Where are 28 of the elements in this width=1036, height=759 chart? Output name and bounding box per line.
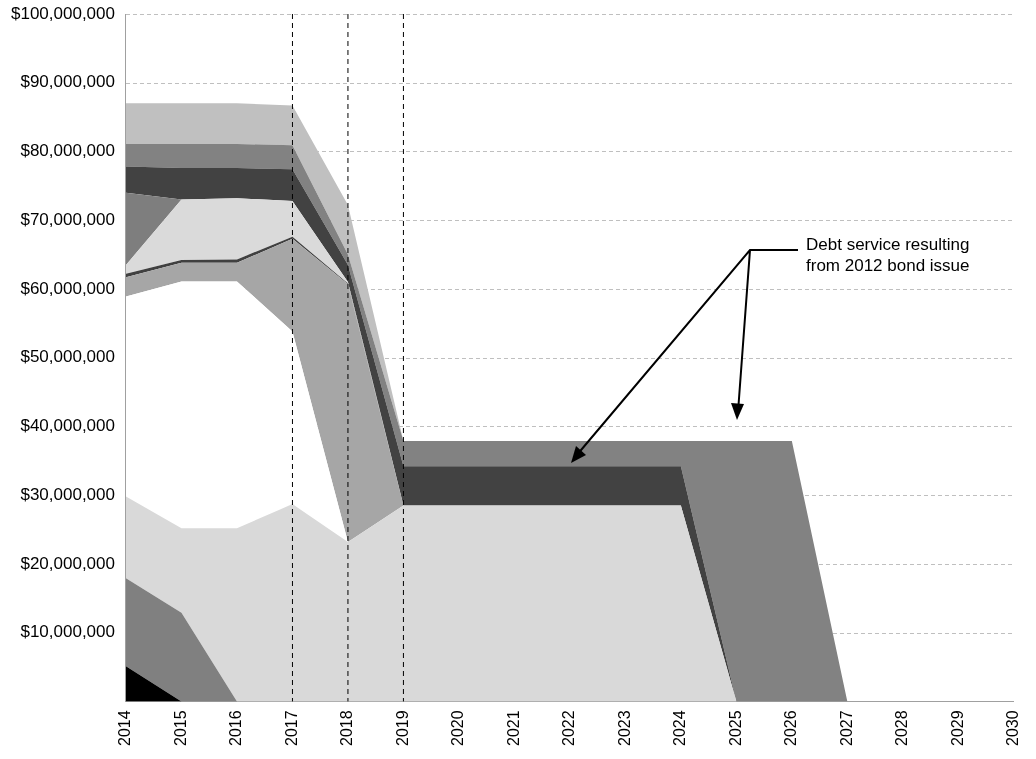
x-tick-label: 2020 xyxy=(449,710,467,746)
x-tick-label: 2025 xyxy=(726,710,744,746)
x-tick-label: 2018 xyxy=(338,710,356,746)
x-tick-label: 2028 xyxy=(893,710,911,746)
y-tick-label: $60,000,000 xyxy=(20,278,115,298)
y-tick-label: $90,000,000 xyxy=(20,72,115,92)
x-tick-label: 2017 xyxy=(282,710,300,746)
x-tick-label: 2015 xyxy=(171,710,189,746)
y-tick-label: $40,000,000 xyxy=(20,416,115,436)
x-tick-label: 2019 xyxy=(393,710,411,746)
annotation: Debt service resulting from 2012 bond issue xyxy=(806,234,971,276)
x-tick-label: 2026 xyxy=(782,710,800,746)
y-tick-label: $100,000,000 xyxy=(10,3,115,23)
x-tick-label: 2029 xyxy=(948,710,966,746)
y-tick-label: $10,000,000 xyxy=(20,622,115,642)
x-tick-label: 2016 xyxy=(227,710,245,746)
y-tick-label: $80,000,000 xyxy=(20,141,115,161)
x-tick-label: 2030 xyxy=(1004,710,1022,746)
y-tick-label: $30,000,000 xyxy=(20,484,115,504)
x-tick-label: 2024 xyxy=(671,710,689,746)
x-tick-label: 2023 xyxy=(615,710,633,746)
y-tick-label: $70,000,000 xyxy=(20,209,115,229)
y-tick-label: $50,000,000 xyxy=(20,347,115,367)
x-tick-label: 2027 xyxy=(837,710,855,746)
x-tick-label: 2022 xyxy=(560,710,578,746)
x-tick-label: 2014 xyxy=(116,710,134,746)
x-tick-label: 2021 xyxy=(504,710,522,746)
y-tick-label: $20,000,000 xyxy=(20,553,115,573)
